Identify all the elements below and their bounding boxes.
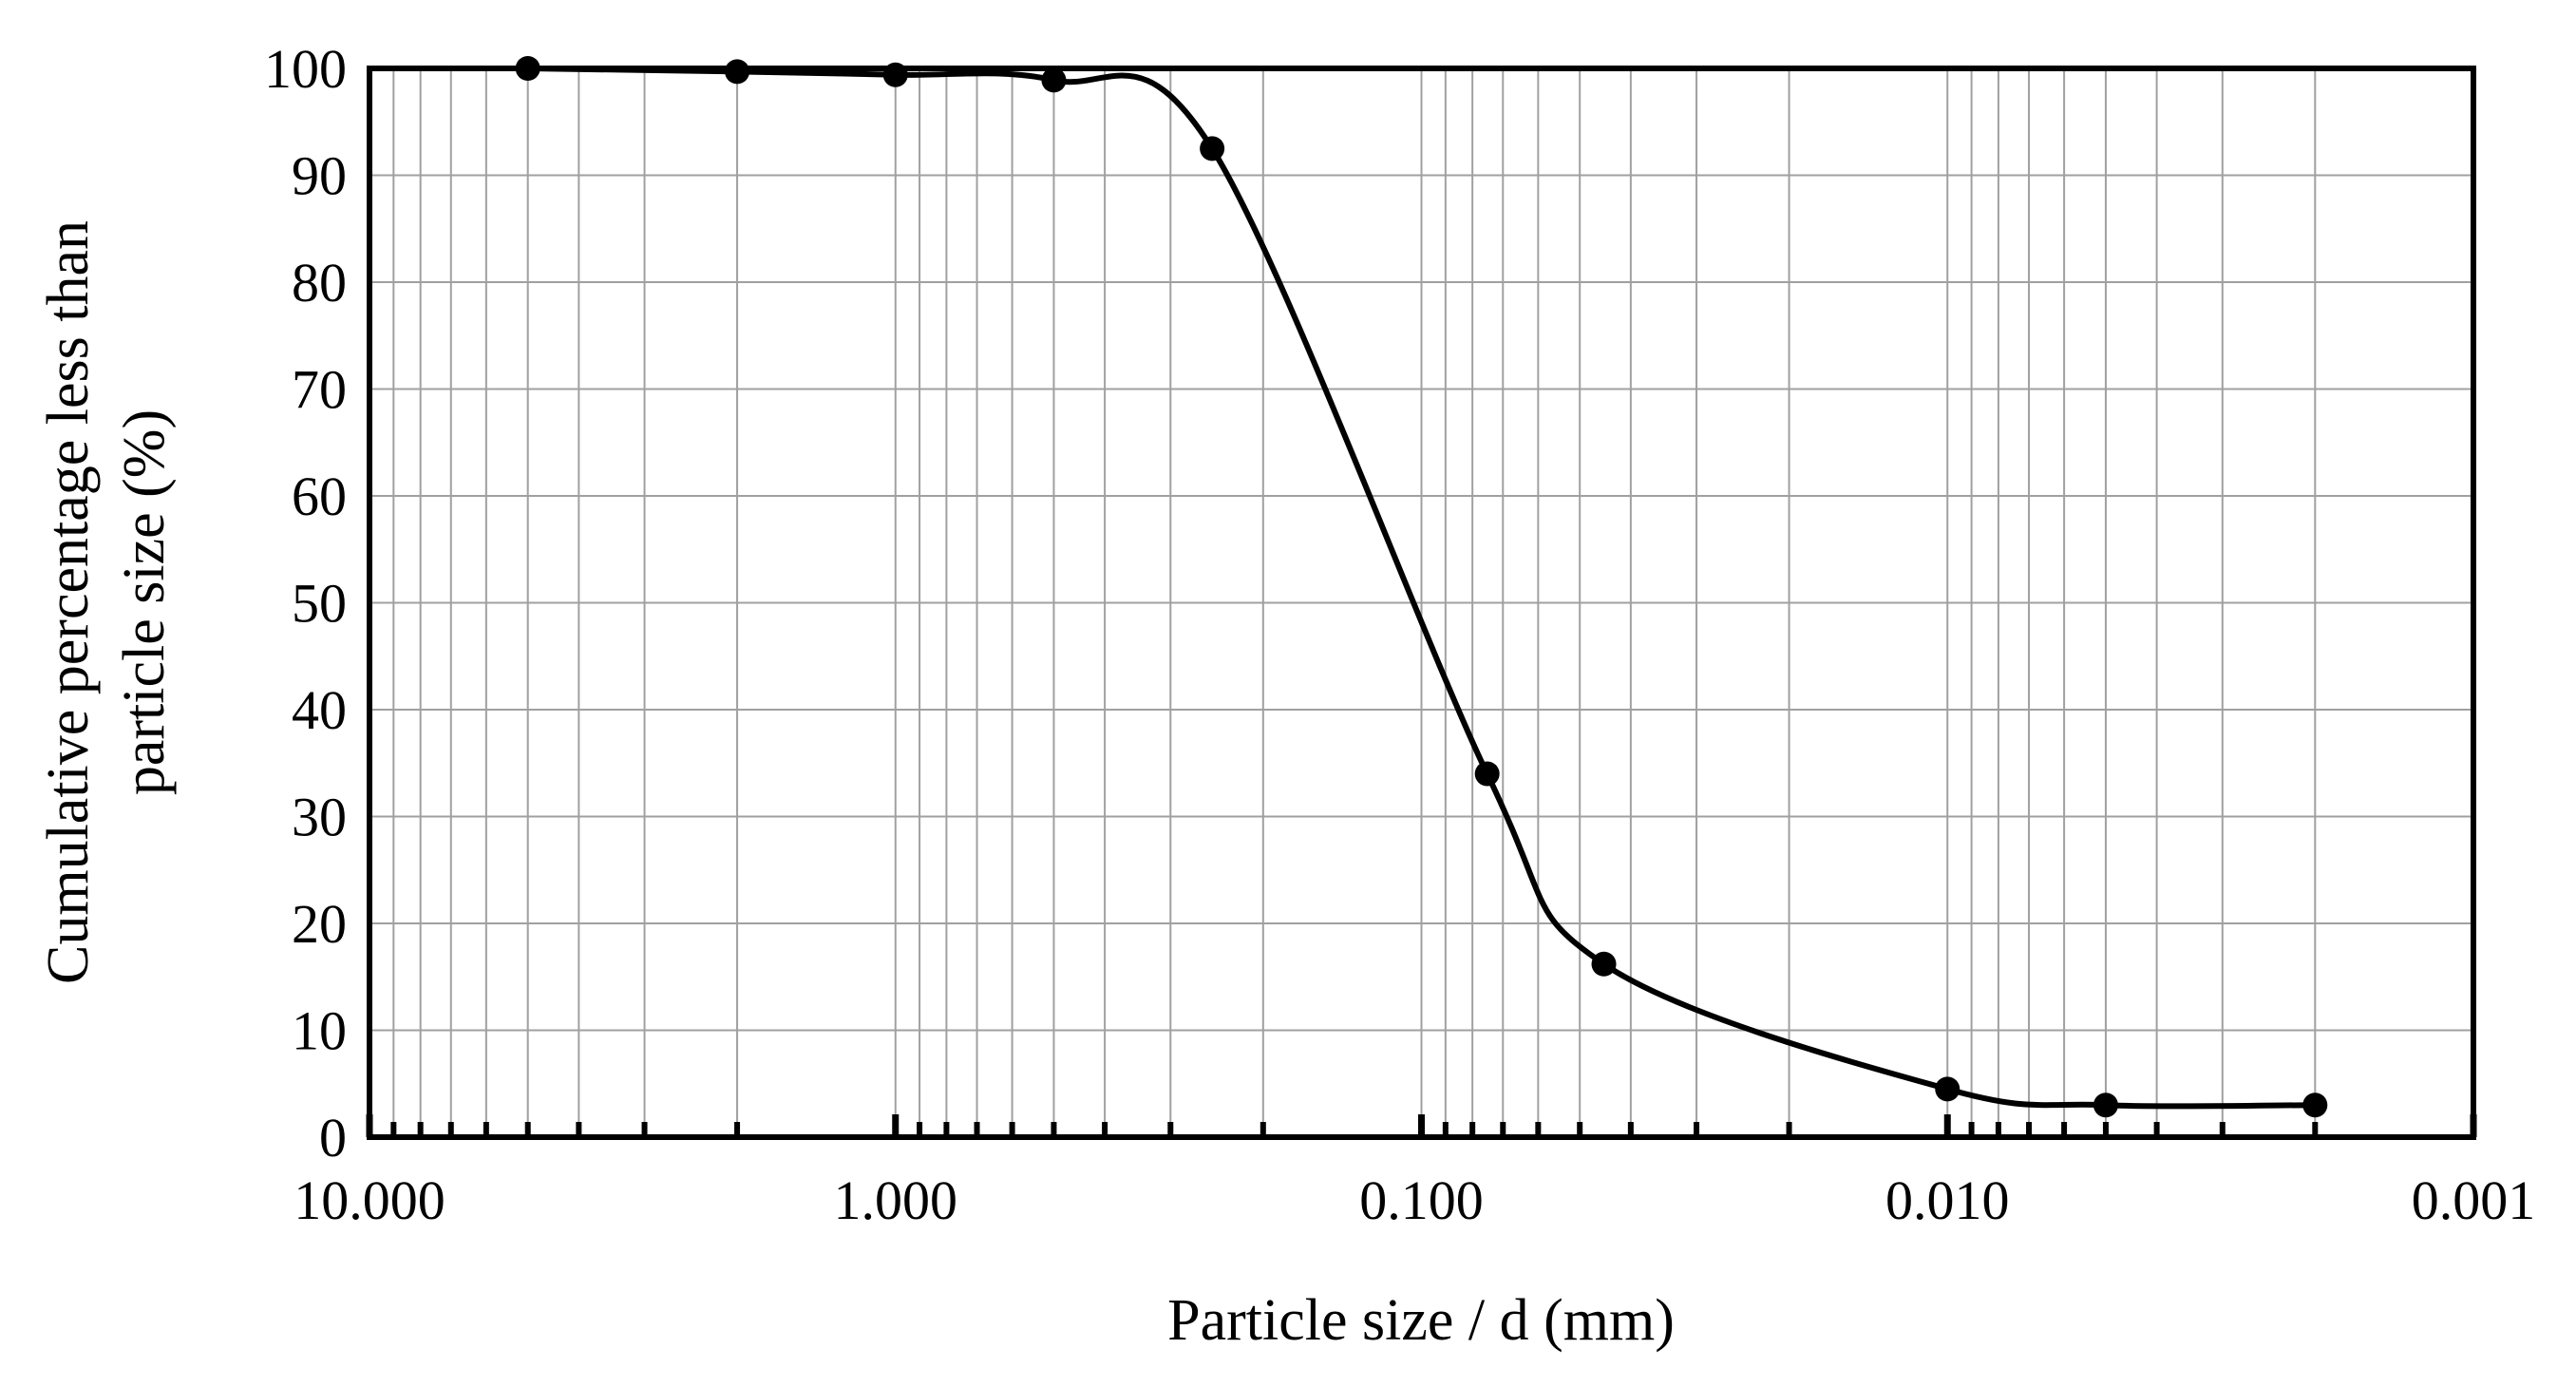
y-tick-label: 40: [292, 679, 347, 741]
y-tick-label: 80: [292, 252, 347, 314]
x-tick-label: 10.000: [294, 1169, 445, 1231]
y-tick-label: 50: [292, 573, 347, 635]
x-tick-label: 1.000: [834, 1169, 958, 1231]
data-point: [1474, 761, 1500, 787]
y-tick-label: 0: [319, 1107, 347, 1168]
y-axis-title-line-2: particle size (%): [112, 409, 177, 795]
x-axis-title: Particle size / d (mm): [1167, 1288, 1675, 1353]
plot-frame: [367, 66, 2476, 1140]
data-point: [515, 56, 540, 81]
y-tick-label: 10: [292, 1000, 347, 1062]
y-axis-title-line-1: Cumulative percentage less than: [36, 220, 101, 984]
series-line: [527, 66, 2316, 1110]
data-point: [1041, 67, 1067, 93]
data-point: [1935, 1076, 1960, 1102]
y-tick-labels: 0 10 20 30 40 50 60 70 80 90 100: [264, 38, 347, 1168]
data-point: [882, 62, 908, 87]
data-series: [515, 56, 2328, 1118]
x-tick-label: 0.010: [1885, 1169, 2010, 1231]
y-tick-label: 90: [292, 145, 347, 207]
data-point: [2093, 1092, 2118, 1118]
y-tick-label: 20: [292, 893, 347, 955]
y-tick-label: 60: [292, 466, 347, 527]
grid-lines: [369, 67, 2474, 1138]
x-tick-label: 0.100: [1359, 1169, 1484, 1231]
data-point: [1591, 951, 1617, 977]
y-tick-label: 70: [292, 359, 347, 421]
data-point: [2302, 1092, 2328, 1118]
data-point: [725, 59, 750, 85]
y-tick-label: 100: [264, 38, 347, 100]
data-point: [1200, 136, 1225, 162]
x-tick-labels: 10.000 1.000 0.100 0.010 0.001: [294, 1169, 2535, 1231]
y-tick-label: 30: [292, 787, 347, 848]
x-tick-label: 0.001: [2412, 1169, 2536, 1231]
